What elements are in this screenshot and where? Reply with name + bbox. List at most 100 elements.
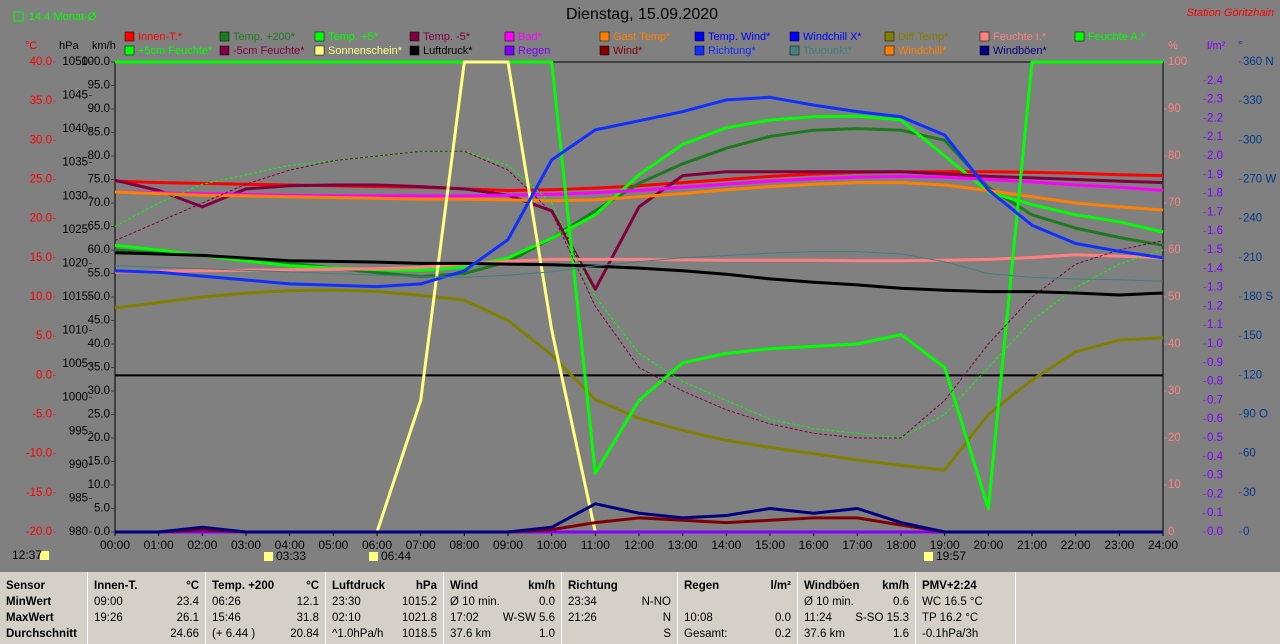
group-unit: l/m² [770, 580, 791, 592]
legend-label: Bad* [518, 31, 543, 43]
legend-label: -5cm Feuchte* [233, 45, 305, 57]
stats-group: Luftdruck hPa 23:30 1015.2 02:10 1021.8 ^1.0hP… [326, 572, 444, 644]
y-tick-label: 15.0 [30, 252, 52, 264]
y-tick-label: 65.0 [88, 221, 110, 233]
plot-area [114, 61, 1164, 533]
y-tick-label: 0.1 [1207, 507, 1223, 519]
group-header: Wind km/h [450, 578, 555, 594]
y-tick-label: 270 W [1243, 174, 1276, 186]
stats-value: 11:24 [804, 612, 832, 624]
y-tick-label: 5.0 [94, 503, 110, 515]
y-tick-label: 0.6 [1207, 413, 1223, 425]
x-tick-label: 07:00 [406, 538, 436, 552]
stats-value: Gesamt: [684, 628, 728, 640]
stats-value: 1.0 [539, 628, 555, 640]
stats-value: 0.0 [775, 612, 791, 624]
y-tick-label: 0.5 [1207, 432, 1223, 444]
legend-swatch [504, 45, 515, 56]
row-label: Sensor [6, 580, 45, 592]
y-tick-label: 995 [69, 425, 88, 437]
legend-swatch [219, 31, 230, 42]
stats-value: 0.6 [893, 596, 909, 608]
stats-value: Ø 10 min. [804, 596, 854, 608]
stats-cell: 24.66 [94, 626, 199, 642]
series-line [114, 150, 1164, 439]
stats-cell: TP 16.2 °C [922, 610, 1009, 626]
stats-cell: 23:34 N-NO [568, 594, 671, 610]
x-tick-label: 08:00 [449, 538, 479, 552]
legend-label: Feuchte A.* [1088, 31, 1146, 43]
y-tick-label: 0.2 [1207, 488, 1223, 500]
y-tick-label: 0.7 [1207, 394, 1223, 406]
y-tick-label: 1020 [62, 257, 88, 269]
y-tick-label: 50 [1168, 291, 1181, 303]
y-tick-label: 35.0 [88, 362, 110, 374]
stats-value: TP 16.2 °C [922, 612, 979, 624]
y-tick-label: 2.3 [1207, 94, 1223, 106]
y-tick-label: 55.0 [88, 268, 110, 280]
y-tick-label: 1.7 [1207, 206, 1223, 218]
legend-label: Windböen* [993, 45, 1048, 57]
y-tick-label: 330 [1243, 95, 1262, 107]
x-tick-label: 04:00 [275, 538, 305, 552]
y-tick-label: 0.3 [1207, 470, 1223, 482]
stats-value: 19:26 [94, 612, 123, 624]
month-icon [13, 11, 24, 22]
y-tick-label: 150 [1243, 330, 1262, 342]
marker-label: 12:37 [12, 548, 42, 562]
x-tick-label: 12:00 [624, 538, 654, 552]
stats-value: N [662, 612, 671, 624]
group-unit: °C [186, 580, 199, 592]
y-tick-label: 1.3 [1207, 282, 1223, 294]
x-tick-label: 16:00 [799, 538, 829, 552]
x-tick-label: 17:00 [842, 538, 872, 552]
y-tick-label: 70 [1168, 197, 1181, 209]
y-tick-label: 50.0 [88, 291, 110, 303]
stats-group: Temp. +200 °C 06:26 12.1 15:46 31.8 (+ 6.44 ) 2… [206, 572, 326, 644]
x-tick-label: 14:00 [711, 538, 741, 552]
axis-label: °C [25, 40, 37, 52]
group-unit: km/h [528, 580, 555, 592]
stats-value: 1.6 [893, 628, 909, 640]
stats-value: ^1.0hPa/h [332, 628, 384, 640]
y-tick-label: 30 [1168, 385, 1181, 397]
y-tick-label: 90.0 [88, 103, 110, 115]
y-tick-label: 985 [69, 492, 88, 504]
series-line [114, 288, 1164, 472]
legend-swatch [124, 45, 135, 56]
legend-swatch [599, 31, 610, 42]
legend-label: Feuchte I.* [993, 31, 1047, 43]
legend-label: Temp. Wind* [708, 31, 771, 43]
group-title: Innen-T. [94, 580, 138, 592]
y-tick-label: 10 [1168, 479, 1181, 491]
group-header: Regen l/m² [684, 578, 791, 594]
stats-cell: 06:26 12.1 [212, 594, 319, 610]
x-tick-label: 03:00 [231, 538, 261, 552]
stats-group: Innen-T. °C 09:00 23.4 19:26 26.1 24.66 [88, 572, 206, 644]
y-tick-label: 180 S [1243, 291, 1273, 303]
y-tick-label: 1050 [62, 56, 88, 68]
y-tick-label: 1010 [62, 325, 88, 337]
y-tick-label: 40.0 [30, 56, 52, 68]
x-tick-label: 19:00 [930, 538, 960, 552]
stats-value: 1015.2 [401, 596, 437, 608]
y-tick-label: 1035 [62, 157, 88, 169]
stats-value: (+ 6.44 ) [212, 628, 256, 640]
stats-value: 0.2 [775, 628, 791, 640]
series-line [114, 253, 1164, 274]
legend-label: Innen-T.* [138, 31, 183, 43]
stats-group: Regen l/m² 10:08 0.0 Gesamt: 0.2 [678, 572, 798, 644]
stats-value: 23.4 [176, 596, 199, 608]
x-tick-label: 06:00 [362, 538, 392, 552]
axis-label: ° [1238, 40, 1242, 52]
y-tick-label: 1.9 [1207, 169, 1223, 181]
stats-value: W-SW 5.6 [502, 612, 555, 624]
stats-value: 37.6 km [804, 628, 845, 640]
x-tick-label: 22:00 [1061, 538, 1091, 552]
y-tick-label: 0.0 [1207, 526, 1223, 538]
row-label: MinWert [6, 596, 52, 608]
stats-value: WC 16.5 °C [922, 596, 983, 608]
y-tick-label: 90 O [1243, 409, 1268, 421]
legend-label: +5cm Feuchte* [138, 45, 213, 57]
y-tick-label: 2.0 [1207, 150, 1223, 162]
